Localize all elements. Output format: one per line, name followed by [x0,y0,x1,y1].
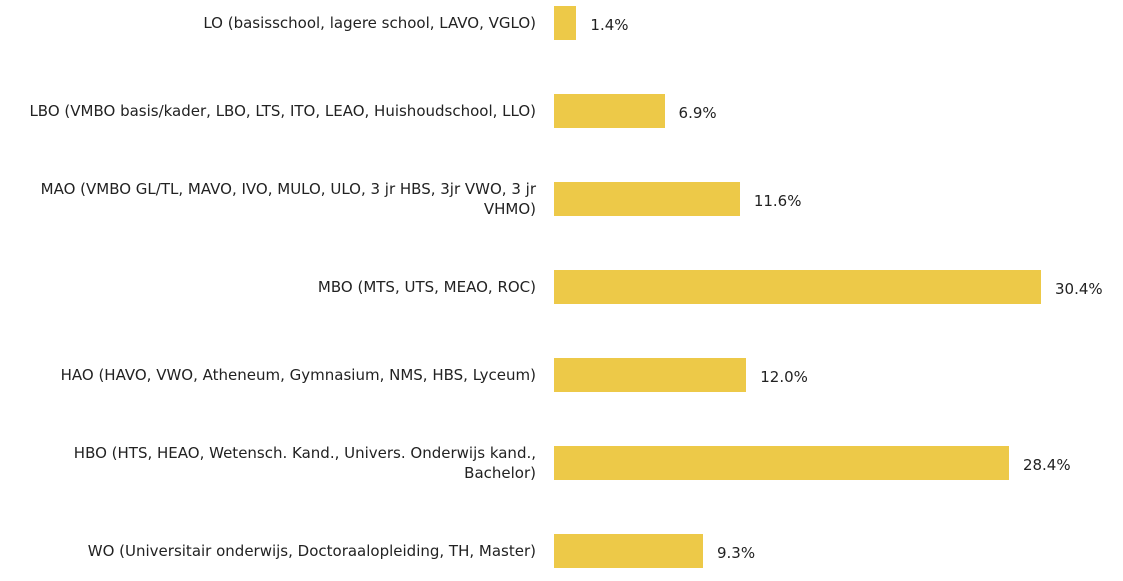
value-label: 12.0% [760,368,808,386]
value-label: 28.4% [1022,456,1071,474]
bar [554,534,703,568]
value-label: 9.3% [716,544,756,562]
bar [554,270,1041,304]
category-label: HBO (HTS, HEAO, Wetensch. Kand., Univers… [73,444,536,482]
value-label: 6.9% [678,104,717,122]
value-label: 30.4% [1055,280,1103,298]
category-label: WO (Universitair onderwijs, Doctoraalopl… [87,542,536,560]
bar [554,94,665,128]
category-label: MBO (MTS, UTS, MEAO, ROC) [317,278,536,296]
category-label: HAO (HAVO, VWO, Atheneum, Gymnasium, NMS… [60,366,536,384]
category-label: LBO (VMBO basis/kader, LBO, LTS, ITO, LE… [29,102,536,120]
value-label: 1.4% [590,16,629,34]
category-label: LO (basisschool, lagere school, LAVO, VG… [203,14,536,32]
bar [554,358,747,392]
bar [554,446,1009,480]
category-label: MAO (VMBO GL/TL, MAVO, IVO, MULO, ULO, 3… [40,180,536,218]
value-label: 11.6% [753,192,802,210]
bar [554,182,740,216]
bar [554,6,577,40]
